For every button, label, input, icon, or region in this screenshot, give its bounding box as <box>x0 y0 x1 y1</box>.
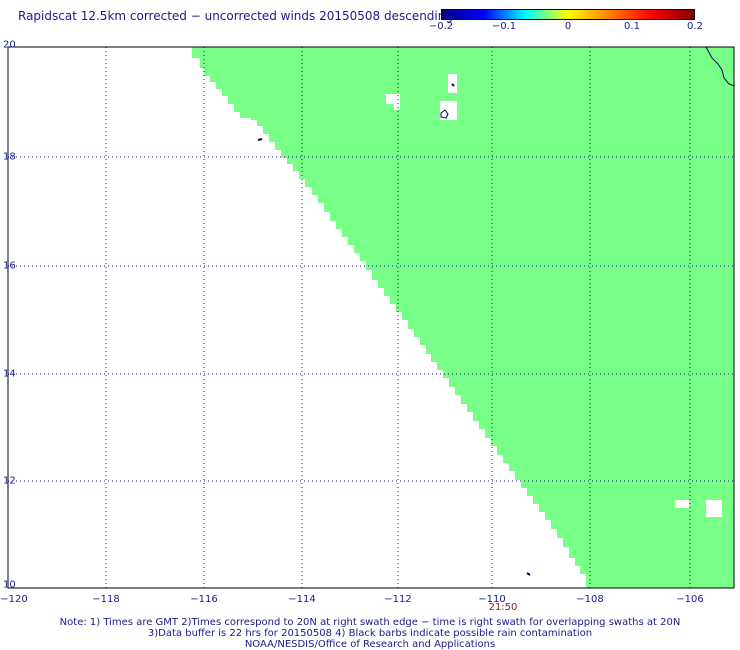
map-title: Rapidscat 12.5km corrected − uncorrected… <box>18 9 453 23</box>
plot-frame <box>7 46 735 589</box>
data-gap <box>386 94 400 104</box>
wind-swath <box>192 47 734 588</box>
graticule <box>8 47 734 588</box>
lon-label: −106 <box>676 594 704 605</box>
note-line-2: 3)Data buffer is 22 hrs for 20150508 4) … <box>147 628 593 639</box>
lon-label: −120 <box>0 594 28 605</box>
colorbar-tick: −0.2 <box>428 21 454 32</box>
colorbar-tick: 0.2 <box>687 21 703 32</box>
data-gap <box>675 500 689 508</box>
island-outline <box>451 83 455 87</box>
coastline <box>257 46 735 576</box>
lat-label: 20 <box>3 39 16 51</box>
data-gap <box>706 500 722 517</box>
lon-label: −116 <box>190 594 218 605</box>
island-outline <box>526 572 531 576</box>
lat-label: 18 <box>3 151 16 163</box>
colorbar <box>441 9 695 20</box>
lon-label: −108 <box>576 594 604 605</box>
lon-label: −112 <box>384 594 412 605</box>
swath-time-label: 21:50 <box>488 602 518 613</box>
colorbar-tick: −0.1 <box>491 21 517 32</box>
lat-label: 10 <box>3 579 16 591</box>
lat-label: 16 <box>3 260 16 272</box>
lat-label: 12 <box>3 475 16 487</box>
lat-label: 14 <box>3 368 16 380</box>
data-gap <box>440 101 457 120</box>
island-outline <box>440 109 449 119</box>
lon-label: −114 <box>288 594 316 605</box>
colorbar-tick: 0.1 <box>624 21 640 32</box>
island-outline <box>257 138 263 141</box>
lon-label: −110 <box>478 594 506 605</box>
data-gap <box>394 104 400 110</box>
mexico-coastline <box>705 46 735 87</box>
note-line-3: NOAA/NESDIS/Office of Research and Appli… <box>244 639 496 650</box>
colorbar-tick: 0 <box>564 21 572 32</box>
note-line-1: Note: 1) Times are GMT 2)Times correspon… <box>59 617 681 628</box>
lon-label: −118 <box>92 594 120 605</box>
